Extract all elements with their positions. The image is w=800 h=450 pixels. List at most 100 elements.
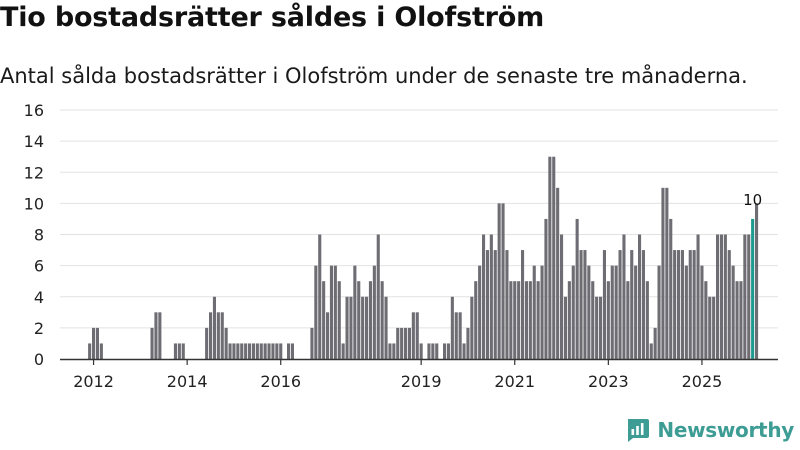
bar: [329, 265, 333, 359]
bar: [747, 234, 751, 359]
bar: [583, 250, 587, 359]
bar: [665, 187, 669, 359]
bar: [173, 343, 177, 359]
bar: [154, 312, 158, 359]
y-tick-label: 14: [24, 132, 44, 151]
bar-highlight: [751, 218, 755, 359]
bar: [606, 281, 610, 359]
bar: [513, 281, 517, 359]
bar: [470, 296, 474, 359]
y-tick-label: 8: [34, 226, 44, 245]
bar: [595, 296, 599, 359]
bar: [318, 234, 322, 359]
bar: [380, 281, 384, 359]
bar: [552, 156, 556, 359]
y-tick-label: 16: [24, 101, 44, 120]
x-tick-label: 2019: [401, 372, 442, 391]
bar: [349, 296, 353, 359]
bar: [669, 218, 673, 359]
bar: [567, 281, 571, 359]
bar: [88, 343, 92, 359]
bar: [653, 327, 657, 359]
bar: [591, 281, 595, 359]
bar: [267, 343, 271, 359]
bar: [205, 327, 209, 359]
bar: [435, 343, 439, 359]
bar: [528, 281, 532, 359]
bar: [727, 250, 731, 359]
bar: [548, 156, 552, 359]
bar: [220, 312, 224, 359]
bar: [618, 250, 622, 359]
bar: [411, 312, 415, 359]
bar: [372, 265, 376, 359]
bar: [540, 265, 544, 359]
bar: [474, 281, 478, 359]
bar: [661, 187, 665, 359]
bar: [645, 281, 649, 359]
bar: [236, 343, 240, 359]
bar: [610, 265, 614, 359]
bar: [216, 312, 220, 359]
bar: [361, 296, 365, 359]
brand-name: Newsworthy: [657, 417, 794, 442]
bar: [571, 265, 575, 359]
bar: [743, 234, 747, 359]
bar: [517, 281, 521, 359]
y-tick-label: 0: [34, 350, 44, 369]
bar: [575, 218, 579, 359]
x-tick-label: 2014: [167, 372, 208, 391]
bar: [337, 281, 341, 359]
bar: [587, 265, 591, 359]
y-tick-label: 6: [34, 257, 44, 276]
bar: [731, 265, 735, 359]
bar: [638, 234, 642, 359]
bar: [509, 281, 513, 359]
x-tick-label: 2016: [260, 372, 301, 391]
bar: [99, 343, 103, 359]
bar: [708, 296, 712, 359]
bar: [181, 343, 185, 359]
newsworthy-logo-icon: [628, 419, 650, 442]
bar: [755, 203, 759, 359]
bar: [599, 296, 603, 359]
bar: [310, 327, 314, 359]
bar: [271, 343, 275, 359]
bar: [345, 296, 349, 359]
bar: [634, 265, 638, 359]
bar: [482, 234, 486, 359]
bar: [400, 327, 404, 359]
bar: [275, 343, 279, 359]
bar: [704, 281, 708, 359]
bar: [723, 234, 727, 359]
bar: [290, 343, 294, 359]
bar: [735, 281, 739, 359]
bar: [376, 234, 380, 359]
bar: [626, 281, 630, 359]
bar: [396, 327, 400, 359]
bar: [680, 250, 684, 359]
bar: [462, 343, 466, 359]
y-tick-label: 4: [34, 288, 44, 307]
bar: [407, 327, 411, 359]
bar: [489, 234, 493, 359]
bar: [524, 281, 528, 359]
bar: [493, 250, 497, 359]
bar: [158, 312, 162, 359]
bar: [388, 343, 392, 359]
bar: [384, 296, 388, 359]
bar: [443, 343, 447, 359]
bar: [177, 343, 181, 359]
bar: [649, 343, 653, 359]
bar: [673, 250, 677, 359]
bar: [255, 343, 259, 359]
bar: [622, 234, 626, 359]
bar: [419, 343, 423, 359]
bar: [224, 327, 228, 359]
bar: [677, 250, 681, 359]
bar: [700, 265, 704, 359]
bar: [404, 327, 408, 359]
bar: [684, 265, 688, 359]
bar: [450, 296, 454, 359]
bar: [232, 343, 236, 359]
